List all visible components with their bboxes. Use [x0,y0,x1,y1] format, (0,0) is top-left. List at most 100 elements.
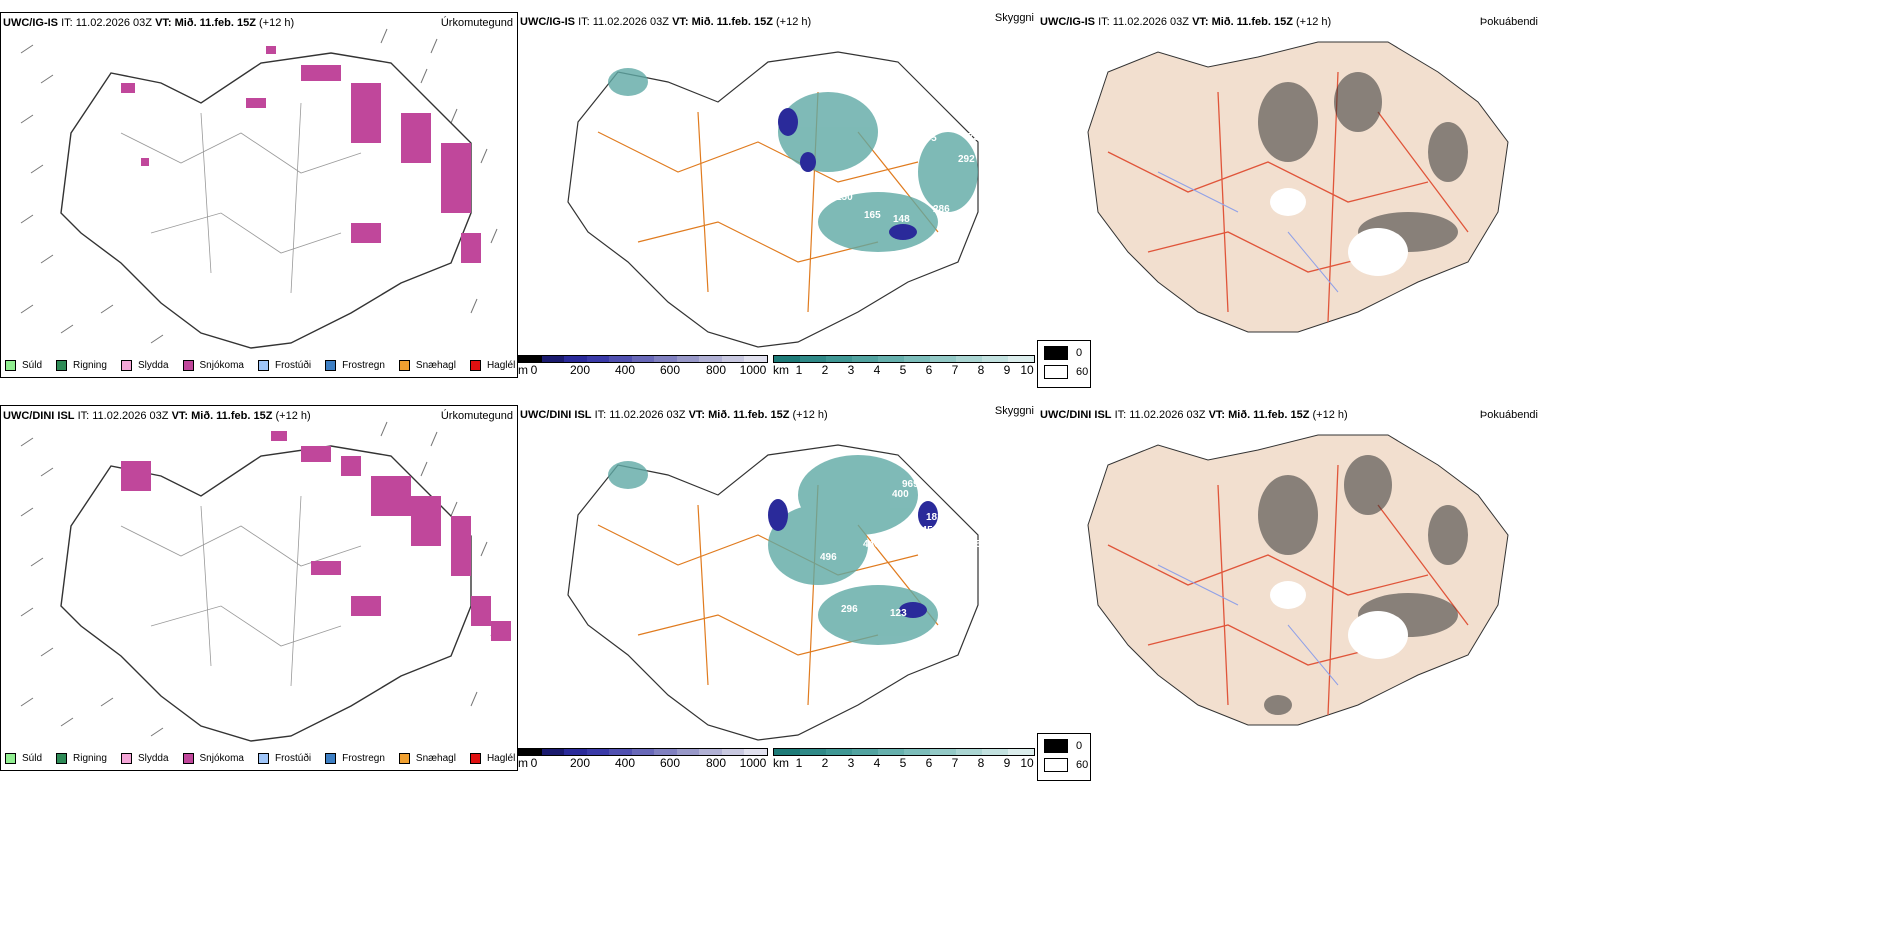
tick-label: 3 [847,756,855,770]
ceiling-scale: m 0 200 400 600 800 1000 [518,355,768,377]
tick-label: 2 [821,363,829,377]
legend-swatch [469,753,481,764]
value-label: 250 [970,539,987,550]
ceiling-colorbar [518,355,768,363]
legend-swatch [257,360,269,371]
legend-swatch [325,360,337,371]
tick-label: 3 [847,363,855,377]
tick-label: 1 [795,363,803,377]
legend-item: Snæhagl [398,753,456,764]
unit-label: km [773,363,789,377]
precip-panel-row2: UWC/DINI ISL IT: 11.02.2026 03Z VT: Mið.… [0,405,518,771]
value-label: 165 [864,210,881,221]
legend-swatch [182,753,194,764]
tick-label: 400 [614,363,636,377]
legend-item: Súld [5,360,42,371]
value-label: 217 [980,150,997,161]
precip-map [20,421,511,742]
fog-map [1087,41,1509,333]
tick-label: 600 [659,756,681,770]
tick-label: 800 [705,756,727,770]
tick-label: 400 [614,756,636,770]
tick-label: 7 [951,363,959,377]
legend-swatch [398,360,410,371]
visibility-scale: km 1 2 3 4 5 6 7 8 9 10 [773,355,1035,377]
panel-title: UWC/IG-IS IT: 11.02.2026 03Z VT: Mið. 11… [520,16,812,28]
tick-label: 600 [659,363,681,377]
value-label: 922 [936,533,953,544]
legend-item: Súld [5,753,42,764]
legend-item: Rigning [56,360,107,371]
legend-swatch [182,360,194,371]
fog-panel-row1: UWC/IG-IS IT: 11.02.2026 03Z VT: Mið. 11… [1038,12,1538,352]
legend-item: Slydda [120,360,169,371]
field-name: Úrkomutegund [440,17,513,29]
visibility-panel-row1: 207 277 275 734 292 217 150 165 148 286 … [518,12,1091,388]
legend-swatch [56,360,68,371]
legend-swatch [398,753,410,764]
iceland-outline [1087,434,1509,726]
fog-panel-row2: UWC/DINI ISL IT: 11.02.2026 03Z VT: Mið.… [1038,405,1538,745]
visibility-value-labels: 969 400 181 245 922 250 446 496 138 296 … [820,479,987,619]
precip-legend: Súld Rigning Slydda Snjókoma Frostúði Fr… [5,753,515,764]
value-label: 496 [820,552,837,563]
legend-swatch [257,753,269,764]
fog-key: 0 60 [1037,340,1091,388]
tick-label: 1000 [739,756,767,770]
panel-title: UWC/DINI ISL IT: 11.02.2026 03Z VT: Mið.… [3,410,311,422]
legend-swatch [325,753,337,764]
unit-label: km [773,756,789,770]
unit-label: m [518,756,528,770]
tick-label: 8 [977,363,985,377]
precip-panel-row1: UWC/IG-IS IT: 11.02.2026 03Z VT: Mið. 11… [0,12,518,378]
tick-label: 5 [899,756,907,770]
value-label: 150 [836,192,853,203]
legend-swatch [5,753,16,764]
value-label: 292 [958,154,975,165]
panel-title: UWC/DINI ISL IT: 11.02.2026 03Z VT: Mið.… [520,409,828,421]
field-name: Úrkomutegund [440,410,513,422]
tick-label: 2 [821,756,829,770]
precip-legend: Súld Rigning Slydda Snjókoma Frostúði Fr… [5,360,515,371]
visibility-map: 969 400 181 245 922 250 446 496 138 296 … [567,444,987,741]
snow-areas [121,46,481,263]
legend-item: Haglél [469,360,515,371]
legend-swatch [120,753,132,764]
tick-label: 5 [899,363,907,377]
value-label: 123 [890,608,907,619]
visibility-map: 207 277 275 734 292 217 150 165 148 286 [567,51,997,348]
ceiling-scale: m 0 200 400 600 800 1000 [518,748,768,770]
legend-swatch [56,753,68,764]
visibility-areas [608,455,938,645]
fog-key: 0 60 [1037,733,1091,781]
field-name: Skyggni [994,12,1034,24]
tick-label: 200 [569,363,591,377]
tick-label: 4 [873,363,881,377]
visibility-value-labels: 207 277 275 734 292 217 150 165 148 286 [836,96,997,225]
legend-swatch [5,360,16,371]
tick-label: 8 [977,756,985,770]
tick-label: 6 [925,363,933,377]
field-name: Skyggni [994,405,1034,417]
ceiling-areas [768,499,938,618]
legend-item: Frostúði [257,360,311,371]
tick-label: 9 [1003,756,1011,770]
value-label: 296 [841,604,858,615]
value-label: 245 [916,525,933,536]
legend-swatch [469,360,481,371]
value-label: 275 [920,133,937,144]
value-label: 400 [892,489,909,500]
legend-item: Slydda [120,753,169,764]
precip-map [20,28,498,349]
legend-item: Snæhagl [398,360,456,371]
legend-item: Frostregn [325,360,385,371]
snow-areas [121,431,511,641]
value-label: 138 [858,572,875,583]
panel-title: UWC/IG-IS IT: 11.02.2026 03Z VT: Mið. 11… [3,17,295,29]
tick-label: 0 [530,363,538,377]
field-name: Þokuábendi [1479,16,1538,28]
visibility-scale: km 1 2 3 4 5 6 7 8 9 10 [773,748,1035,770]
field-name: Þokuábendi [1479,409,1538,421]
visibility-colorbar [773,355,1035,363]
fog-shading [1258,455,1468,715]
